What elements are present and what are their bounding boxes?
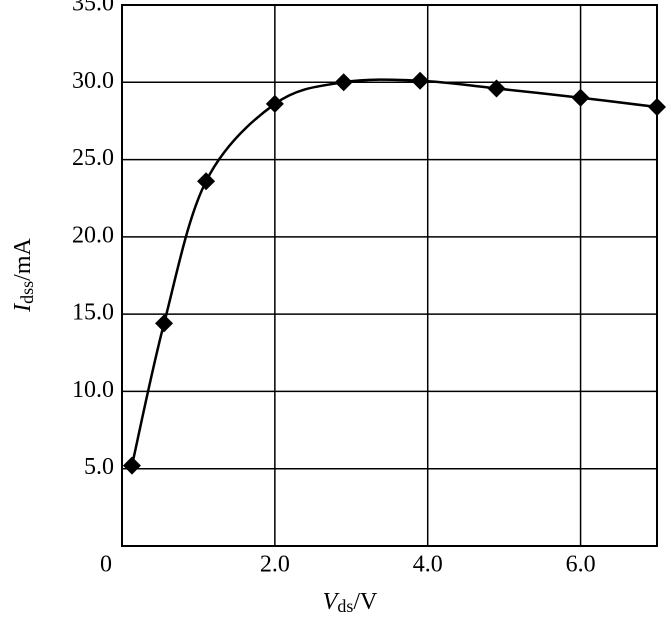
data-point [487,79,506,98]
data-point [411,71,430,90]
data-point [197,172,216,191]
y-tick-label: 15.0 [72,300,114,326]
y-tick-label: 20.0 [72,222,114,248]
y-tick-label: 35.0 [72,0,114,17]
data-point [122,456,141,475]
y-tick-label: 5.0 [84,454,114,480]
data-point [155,314,174,333]
y-tick-label: 10.0 [72,377,114,403]
data-point [334,73,353,92]
x-tick-label: 2.0 [260,552,290,578]
data-point [571,88,590,107]
x-tick-label: 4.0 [413,552,443,578]
x-tick-label: 0 [100,552,112,578]
data-point [648,98,666,117]
data-point [265,94,284,113]
x-tick-label: 6.0 [566,552,596,578]
y-axis-label: Idss/mA [10,237,38,312]
data-line [130,78,658,466]
y-tick-label: 30.0 [72,68,114,94]
plot-frame [121,4,658,547]
x-axis-label: Vds/V [323,589,378,617]
y-tick-label: 25.0 [72,145,114,171]
